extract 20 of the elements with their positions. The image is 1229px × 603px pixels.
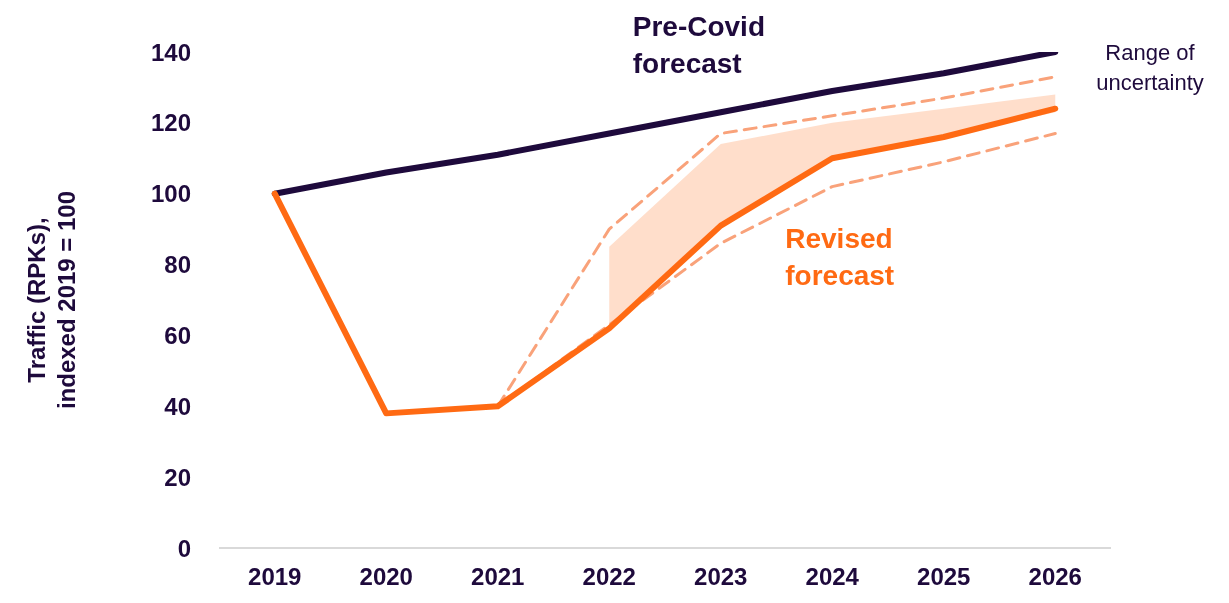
series-label: Revised forecast	[785, 223, 895, 292]
series-label: Pre-Covid forecast	[632, 11, 765, 80]
y-tick-label: 60	[164, 321, 191, 349]
x-tick-label: 2026	[1028, 563, 1082, 591]
y-tick-label: 120	[150, 109, 191, 137]
x-tick-label: 2025	[917, 563, 971, 591]
x-tick-label: 2019	[248, 563, 302, 591]
annotation: Range of uncertainty	[1095, 39, 1205, 97]
y-tick-label: 20	[164, 463, 191, 491]
y-axis-title: Traffic (RPKs), indexed 2019 = 100	[22, 190, 81, 410]
y-tick-label: 100	[150, 180, 191, 208]
x-tick-label: 2021	[471, 563, 525, 591]
x-tick-label: 2024	[805, 563, 860, 591]
y-tick-label: 40	[164, 392, 191, 420]
x-tick-label: 2022	[582, 563, 636, 591]
y-tick-label: 140	[150, 38, 191, 66]
y-tick-label: 80	[164, 251, 191, 279]
x-tick-label: 2023	[694, 563, 748, 591]
y-tick-label: 0	[177, 534, 191, 562]
x-tick-label: 2020	[359, 563, 413, 591]
